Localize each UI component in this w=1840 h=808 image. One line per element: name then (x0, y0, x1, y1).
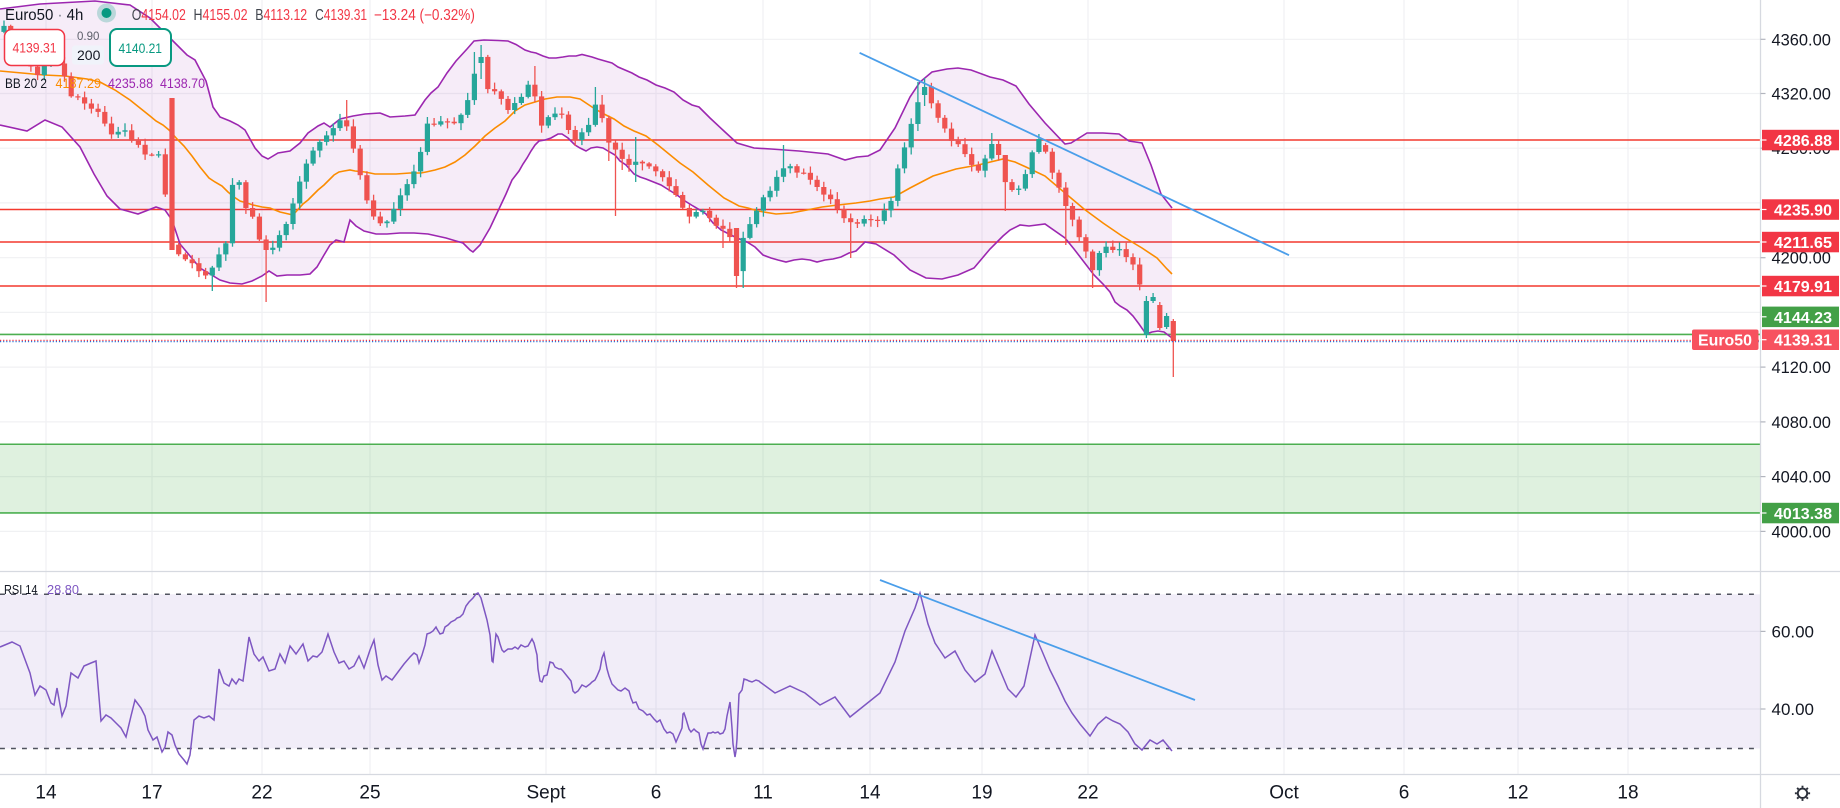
svg-text:28.80: 28.80 (47, 582, 79, 597)
svg-text:11: 11 (753, 783, 773, 804)
svg-text:22: 22 (1077, 783, 1098, 804)
svg-text:4138.70: 4138.70 (160, 75, 205, 91)
svg-text:4286.88: 4286.88 (1774, 133, 1832, 150)
svg-text:Euro50: Euro50 (1698, 333, 1752, 350)
svg-text:4187.29: 4187.29 (56, 75, 102, 91)
svg-text:18: 18 (1617, 783, 1638, 804)
svg-text:4139.31: 4139.31 (13, 40, 57, 56)
svg-text:6: 6 (651, 783, 662, 804)
svg-text:O4154.02: O4154.02 (132, 7, 186, 24)
svg-text:4211.65: 4211.65 (1774, 235, 1832, 252)
svg-text:200: 200 (77, 47, 101, 63)
svg-text:40.00: 40.00 (1772, 701, 1815, 719)
svg-text:4200.00: 4200.00 (1772, 250, 1831, 268)
svg-text:60.00: 60.00 (1772, 623, 1815, 641)
svg-text:4040.00: 4040.00 (1772, 469, 1831, 487)
svg-text:4013.38: 4013.38 (1774, 506, 1832, 523)
svg-text:22: 22 (251, 783, 272, 804)
svg-text:19: 19 (971, 783, 992, 804)
svg-text:14: 14 (35, 783, 57, 804)
svg-text:4320.00: 4320.00 (1772, 86, 1831, 104)
svg-text:12: 12 (1507, 783, 1528, 804)
svg-text:6: 6 (1399, 783, 1410, 804)
svg-text:Sept: Sept (526, 783, 566, 804)
svg-text:−13.24 (−0.32%): −13.24 (−0.32%) (374, 7, 475, 24)
svg-text:Oct: Oct (1269, 783, 1299, 804)
svg-text:14: 14 (859, 783, 881, 804)
svg-text:4360.00: 4360.00 (1772, 31, 1831, 49)
svg-text:4139.31: 4139.31 (1774, 333, 1832, 350)
svg-text:RSI 14: RSI 14 (4, 582, 38, 597)
svg-text:C4139.31: C4139.31 (315, 7, 367, 24)
svg-text:17: 17 (141, 783, 162, 804)
svg-text:B4113.12: B4113.12 (255, 7, 307, 24)
svg-text:4140.21: 4140.21 (119, 40, 163, 56)
svg-text:4120.00: 4120.00 (1772, 359, 1831, 377)
svg-text:BB 20 2: BB 20 2 (5, 75, 47, 91)
svg-text:4235.88: 4235.88 (108, 75, 153, 91)
svg-text:H4155.02: H4155.02 (194, 7, 248, 24)
svg-text:4179.91: 4179.91 (1774, 279, 1832, 296)
svg-text:25: 25 (359, 783, 380, 804)
svg-text:4144.23: 4144.23 (1774, 310, 1832, 327)
svg-text:4235.90: 4235.90 (1774, 203, 1832, 220)
svg-text:4080.00: 4080.00 (1772, 414, 1831, 432)
svg-text:0.90: 0.90 (77, 31, 99, 43)
svg-text:4000.00: 4000.00 (1772, 523, 1831, 541)
svg-text:Euro50 · 4h: Euro50 · 4h (5, 7, 83, 24)
